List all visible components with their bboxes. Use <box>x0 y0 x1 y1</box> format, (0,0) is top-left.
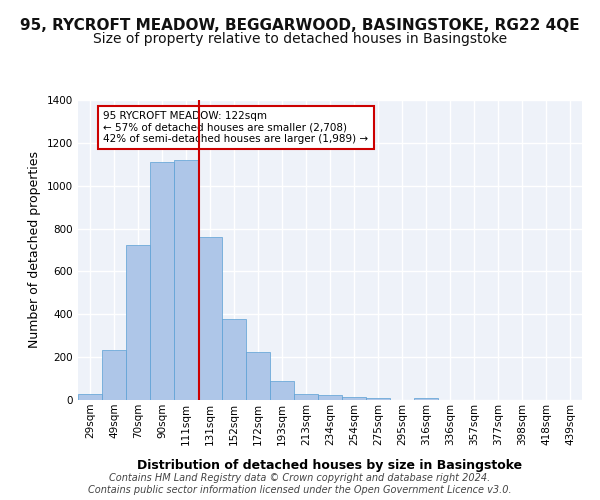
Y-axis label: Number of detached properties: Number of detached properties <box>28 152 41 348</box>
Bar <box>247 352 269 400</box>
Bar <box>415 398 437 400</box>
Bar <box>223 318 245 400</box>
Text: 95 RYCROFT MEADOW: 122sqm
← 57% of detached houses are smaller (2,708)
42% of se: 95 RYCROFT MEADOW: 122sqm ← 57% of detac… <box>103 110 368 144</box>
Text: Size of property relative to detached houses in Basingstoke: Size of property relative to detached ho… <box>93 32 507 46</box>
Bar <box>79 394 101 400</box>
Bar <box>103 350 125 400</box>
X-axis label: Distribution of detached houses by size in Basingstoke: Distribution of detached houses by size … <box>137 459 523 472</box>
Bar <box>319 394 341 400</box>
Bar <box>367 398 389 400</box>
Bar <box>127 244 149 400</box>
Bar <box>343 397 365 400</box>
Bar <box>199 237 221 400</box>
Bar <box>271 380 293 400</box>
Bar <box>151 162 173 400</box>
Text: Contains HM Land Registry data © Crown copyright and database right 2024.
Contai: Contains HM Land Registry data © Crown c… <box>88 474 512 495</box>
Bar <box>175 160 197 400</box>
Text: 95, RYCROFT MEADOW, BEGGARWOOD, BASINGSTOKE, RG22 4QE: 95, RYCROFT MEADOW, BEGGARWOOD, BASINGST… <box>20 18 580 32</box>
Bar <box>295 394 317 400</box>
